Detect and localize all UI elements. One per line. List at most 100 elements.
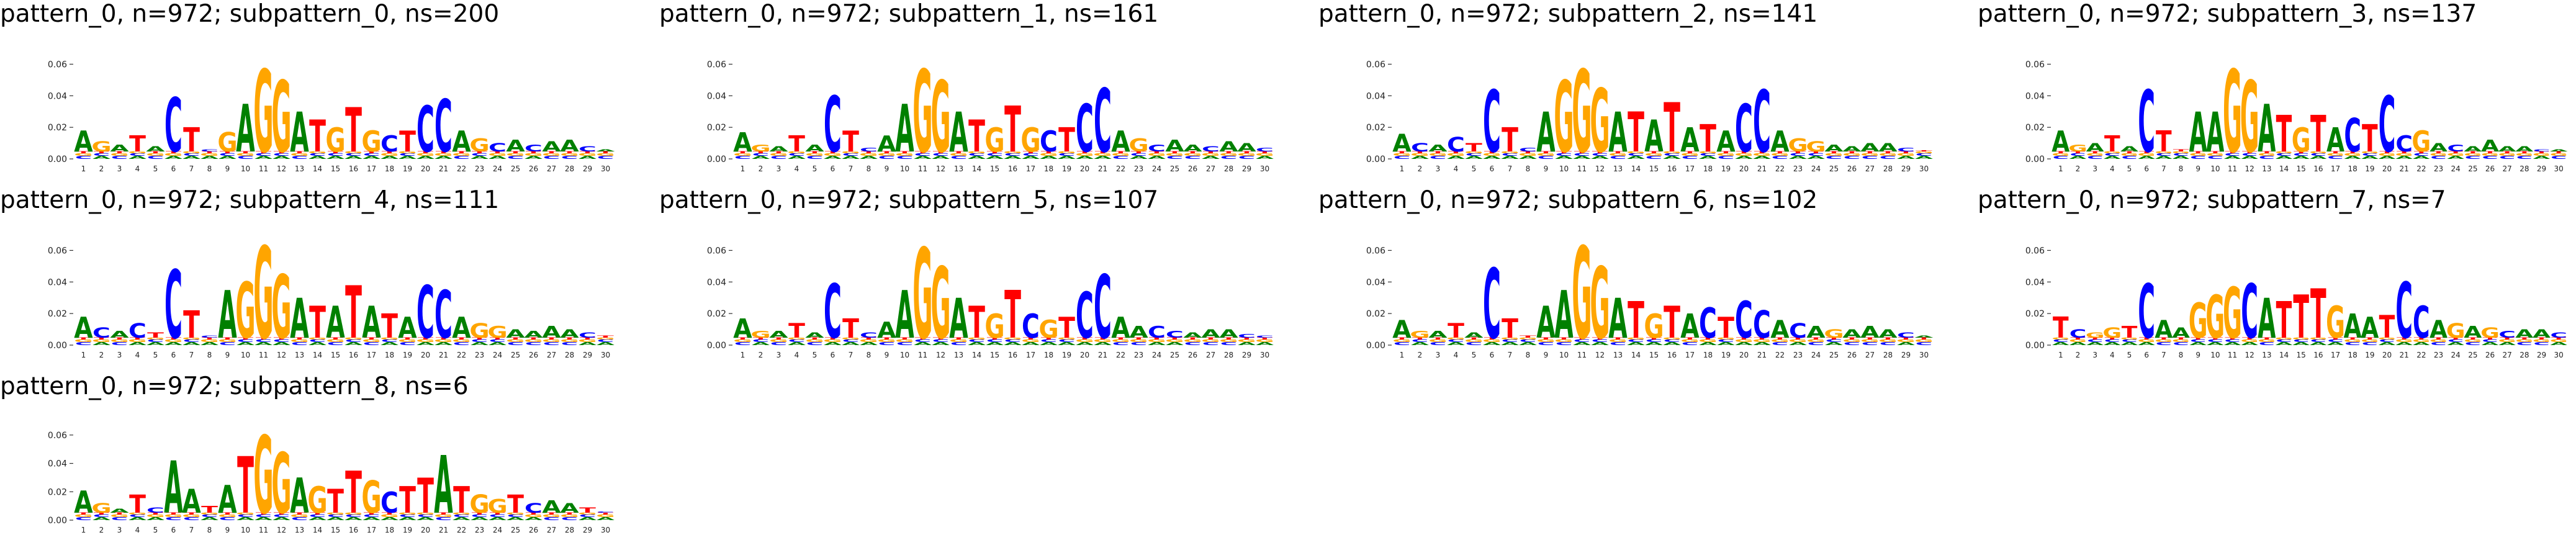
logo-letter-minor: C [237, 514, 254, 518]
logo-letter: A [1464, 331, 1484, 339]
x-tick-label: 2 [2076, 351, 2081, 359]
logo-letter-minor: T [2294, 151, 2309, 154]
logo-panel-1: pattern_0, n=972; subpattern_1, ns=161 0… [659, 0, 1280, 180]
logo-letter-minor: G [967, 151, 986, 154]
logo-letter-minor: G [859, 339, 878, 343]
x-tick-label: 20 [1080, 351, 1089, 359]
logo-letter: C [2241, 269, 2258, 355]
logo-letter-minor: C [770, 341, 787, 346]
logo-letter-minor: G [1734, 153, 1754, 157]
logo-letter-minor: G [1093, 153, 1112, 157]
logo-letter-minor: G [2498, 153, 2516, 157]
logo-letter-minor: G [2275, 337, 2293, 340]
logo-letter-minor: T [2242, 337, 2258, 340]
logo-letter-minor: A [272, 516, 290, 521]
logo-letter-minor: C [2173, 153, 2189, 157]
logo-letter: G [2480, 325, 2500, 341]
logo-letter: C [1411, 141, 1429, 155]
logo-letter-minor: C [1718, 339, 1734, 343]
logo-letter-minor: T [94, 151, 109, 154]
logo-letter-minor: C [1004, 153, 1021, 157]
logo-letter-minor: A [435, 155, 453, 160]
logo-letter-minor: G [92, 339, 111, 343]
logo-letter: A [542, 497, 561, 517]
x-tick-label: 4 [1454, 351, 1459, 359]
logo-letter: T [2053, 311, 2069, 344]
logo-letter-minor: C [1682, 341, 1698, 346]
logo-letter-minor: A [1076, 341, 1094, 346]
logo-letter: A [182, 482, 201, 520]
logo-letter-minor: G [398, 512, 417, 515]
logo-letter-minor: T [472, 512, 487, 515]
x-tick-label: 18 [385, 164, 394, 173]
logo-letter: A [949, 102, 968, 165]
logo-letter-minor: C [309, 339, 326, 343]
x-tick-label: 9 [225, 351, 230, 359]
logo-letter-minor: C [2053, 339, 2069, 343]
logo-letter-minor: T [735, 151, 750, 154]
logo-letter-minor: A [1004, 155, 1022, 160]
x-tick-label: 12 [936, 351, 945, 359]
logo-letter-minor: A [1483, 341, 1501, 346]
x-tick-label: 24 [493, 351, 502, 359]
x-tick-label: 12 [1595, 351, 1605, 359]
logo-letter-minor: G [1111, 153, 1130, 157]
x-tick-label: 21 [1098, 164, 1107, 173]
x-tick-label: 6 [1490, 351, 1495, 359]
logo-letter-minor: C [183, 339, 200, 343]
logo-letter: C [200, 335, 218, 338]
logo-letter: T [183, 122, 200, 160]
logo-letter-minor: T [1412, 151, 1428, 154]
logo-letter-minor: T [1610, 151, 1626, 154]
logo-letter-minor: G [1021, 339, 1040, 343]
logo-letter-minor: T [580, 337, 595, 340]
logo-letter-minor: A [1663, 155, 1681, 160]
x-tick-label: 26 [1188, 164, 1197, 173]
logo-letter-minor: G [1824, 153, 1844, 157]
logo-letter-minor: A [182, 341, 200, 346]
logo-letter-minor: A [1148, 155, 1166, 160]
logo-letter: A [1824, 143, 1843, 154]
logo-letter-minor: G [2241, 339, 2259, 343]
logo-letter-minor: T [130, 337, 145, 340]
logo-letter-minor: A [1645, 341, 1663, 346]
logo-letter-minor: C [968, 153, 985, 157]
x-tick-label: 24 [1152, 351, 1161, 359]
logo-letter-minor: G [74, 339, 93, 343]
logo-letter: A [2189, 101, 2207, 164]
logo-letter-minor: T [1646, 151, 1662, 154]
logo-letter-minor: C [399, 341, 416, 346]
logo-letter: G [2189, 294, 2208, 349]
logo-letter-minor: C [1166, 155, 1183, 160]
logo-letter: A [236, 91, 255, 167]
logo-letter-minor: G [1626, 337, 1646, 340]
x-tick-label: 9 [2195, 351, 2200, 359]
logo-letter-minor: G [398, 151, 417, 154]
logo-panel-7: pattern_0, n=972; subpattern_7, ns=7 0.0… [1978, 186, 2574, 366]
logo-letter: C [860, 331, 878, 339]
logo-letter-minor: C [1520, 339, 1536, 343]
logo-letter: A [1770, 316, 1790, 344]
x-tick-label: 28 [2520, 164, 2529, 173]
logo-letter-minor: C [543, 516, 560, 521]
x-tick-label: 4 [135, 351, 140, 359]
logo-letter-minor: C [2087, 155, 2103, 160]
y-tick-label: 0.06 [48, 60, 67, 70]
logo-letter: C [1076, 91, 1094, 167]
x-tick-label: 22 [2416, 164, 2426, 173]
logo-letter-minor: A [1022, 341, 1040, 346]
logo-letter-minor: C [2276, 339, 2292, 343]
logo-letter-minor: G [2120, 153, 2138, 157]
logo-letter: C [1897, 331, 1915, 339]
logo-letter-minor: C [1556, 341, 1572, 346]
logo-letter: G [2326, 297, 2345, 348]
logo-letter-minor: G [1201, 153, 1220, 157]
logo-letter: A [290, 288, 309, 351]
logo-letter-minor: C [219, 516, 236, 521]
logo-letter: A [2515, 327, 2533, 340]
logo-letter-minor: C [1130, 153, 1147, 157]
logo-letter-minor: C [543, 341, 560, 346]
logo-letter-minor: C [507, 155, 524, 160]
logo-letter-minor: C [237, 155, 254, 160]
logo-letter-minor: C [489, 514, 506, 518]
